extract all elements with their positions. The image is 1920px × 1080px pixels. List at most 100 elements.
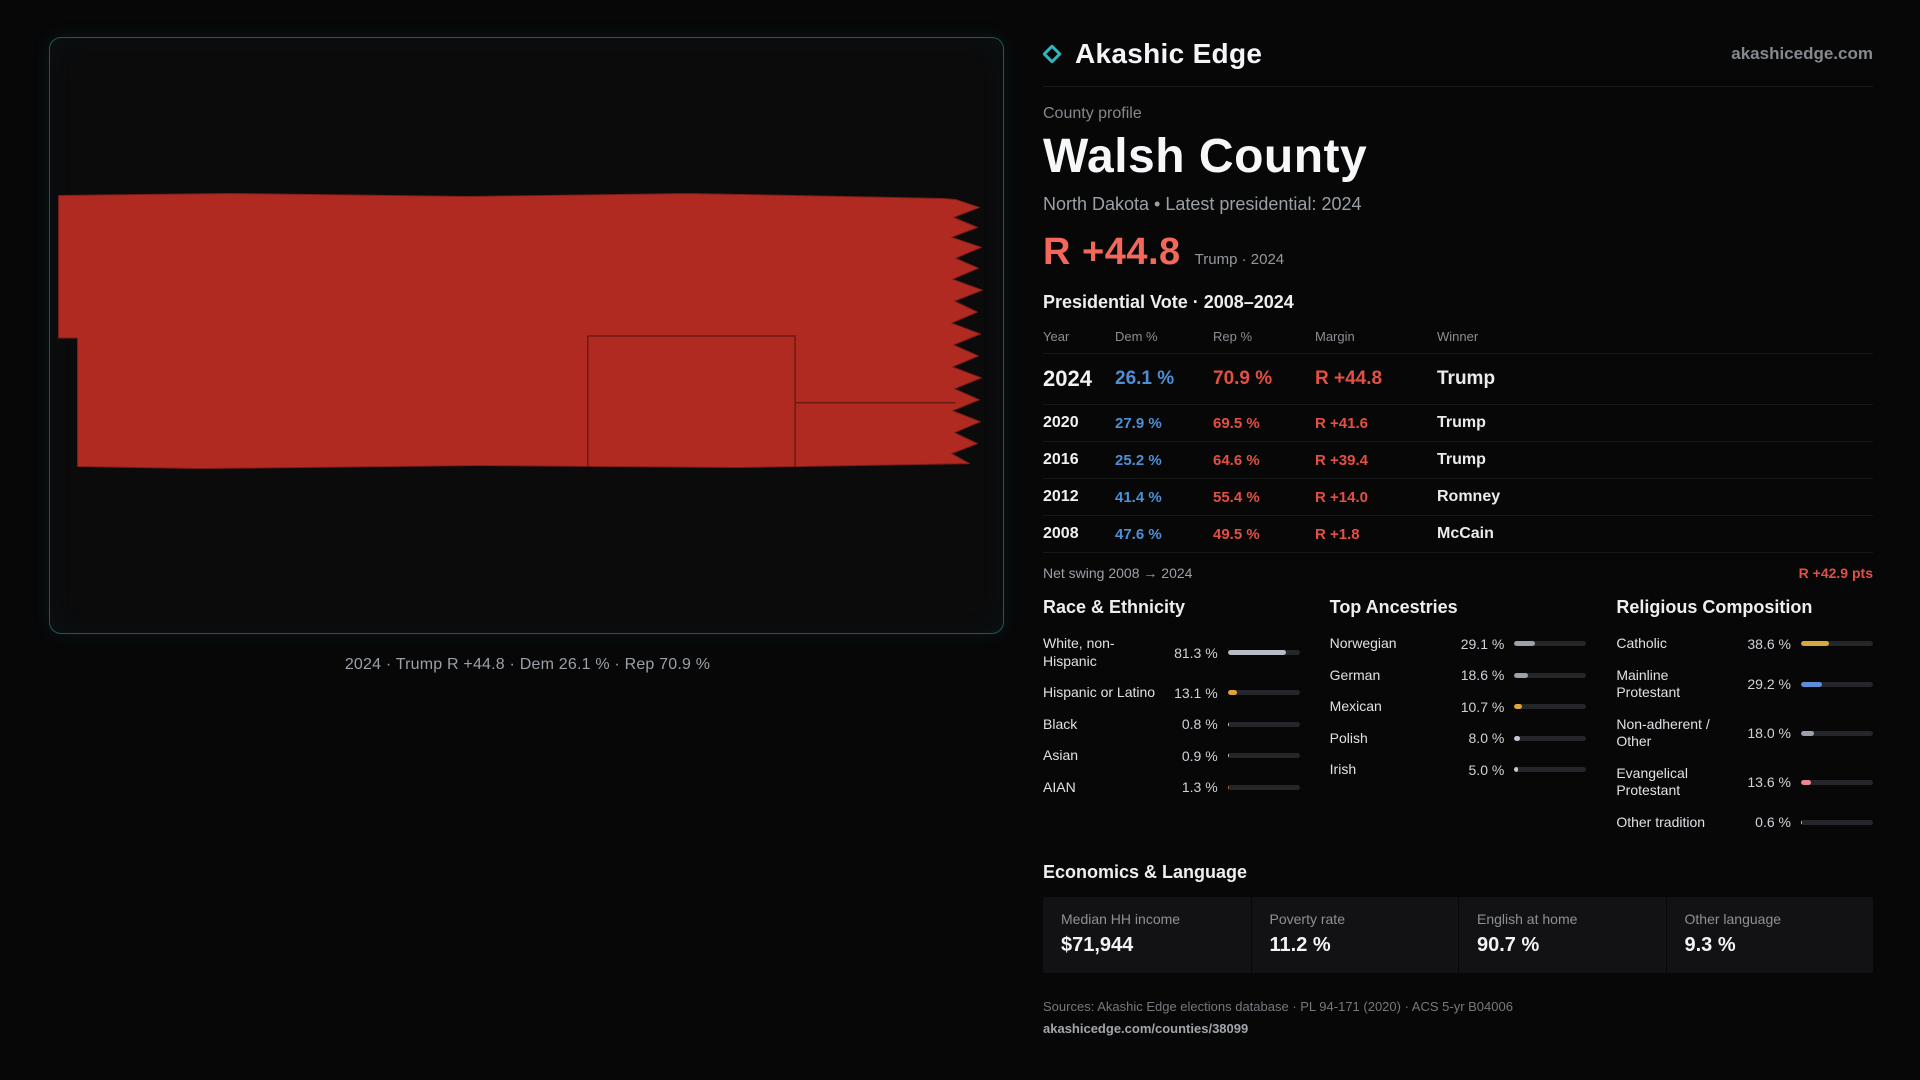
col-header-margin: Margin [1315, 329, 1355, 344]
cell-year: 2008 [1043, 525, 1079, 542]
stat-row: Mainline Protestant 29.2 % [1616, 660, 1873, 709]
headline-margin-block: R +44.8 Trump · 2024 [1043, 231, 1873, 274]
cell-year: 2020 [1043, 414, 1079, 431]
econ-cell: Median HH income $71,944 [1043, 897, 1251, 973]
col-header-winner: Winner [1437, 329, 1479, 344]
cell-margin: R +39.4 [1315, 451, 1368, 469]
table-row: 2016 25.2 % 64.6 % R +39.4 Trump [1043, 441, 1873, 478]
cell-dem: 26.1 % [1115, 368, 1175, 389]
page-title: Walsh County [1043, 130, 1368, 183]
race-column: Race & Ethnicity White, non-Hispanic 81.… [1043, 597, 1300, 838]
footer: Sources: Akashic Edge elections database… [1043, 999, 1873, 1036]
stat-row: Irish 5.0 % [1330, 754, 1587, 786]
footer-sources: Sources: Akashic Edge elections database… [1043, 999, 1513, 1014]
econ-cell: English at home 90.7 % [1458, 897, 1666, 973]
stat-row: Evangelical Protestant 13.6 % [1616, 758, 1873, 807]
stat-bar [1800, 641, 1873, 647]
stat-label: Mexican [1329, 698, 1382, 714]
stat-bar [1227, 690, 1300, 696]
stat-bar [1514, 735, 1587, 741]
vote-table-header: Year Dem % Rep % Margin Winner [1043, 323, 1873, 353]
stat-row: German 18.6 % [1330, 660, 1587, 692]
headline-margin-value: R +44.8 [1043, 231, 1181, 273]
col-header-rep: Rep % [1213, 329, 1253, 344]
stat-bar [1800, 730, 1873, 736]
cell-dem: 27.9 % [1115, 414, 1162, 432]
cell-rep: 49.5 % [1213, 525, 1260, 543]
stat-label: Norwegian [1329, 635, 1397, 651]
stat-bar [1800, 681, 1873, 687]
stat-label: Non-adherent / Other [1616, 715, 1710, 750]
stat-bar [1514, 641, 1587, 647]
stat-value: 38.6 % [1747, 635, 1791, 652]
net-swing-row: Net swing 2008 → 2024 R +42.9 pts [1043, 552, 1873, 581]
map-column: 2024 · Trump R +44.8 · Dem 26.1 % · Rep … [49, 37, 1006, 674]
table-row: 2020 27.9 % 69.5 % R +41.6 Trump [1043, 404, 1873, 441]
map-inner-boundaries [587, 335, 956, 467]
county-map-panel [49, 37, 1004, 634]
stat-label: AIAN [1043, 778, 1076, 795]
stat-value: 13.6 % [1747, 774, 1791, 790]
cell-year: 2024 [1043, 366, 1092, 391]
county-profile-panel: Akashic Edge akashicedge.com County prof… [1042, 38, 1873, 1036]
cell-margin: R +41.6 [1315, 414, 1368, 432]
race-title: Race & Ethnicity [1043, 597, 1186, 617]
stat-bar [1227, 650, 1300, 655]
econ-cell: Poverty rate 11.2 % [1250, 897, 1459, 973]
stat-value: 18.0 % [1747, 725, 1791, 741]
religion-title: Religious Composition [1616, 597, 1813, 617]
econ-label: English at home [1477, 911, 1578, 927]
table-row: 2024 26.1 % 70.9 % R +44.8 Trump [1043, 353, 1873, 404]
ancestries-title: Top Ancestries [1329, 597, 1458, 617]
county-shape[interactable] [58, 192, 983, 470]
cell-winner: Trump [1437, 414, 1486, 431]
stat-bar [1227, 753, 1300, 759]
col-header-dem: Dem % [1115, 329, 1158, 344]
stat-row: Other tradition 0.6 % [1616, 807, 1873, 839]
cell-year: 2012 [1043, 488, 1079, 505]
map-caption: 2024 · Trump R +44.8 · Dem 26.1 % · Rep … [344, 656, 711, 673]
cell-rep: 70.9 % [1213, 368, 1273, 389]
cell-rep: 69.5 % [1213, 414, 1260, 432]
stat-row: Hispanic or Latino 13.1 % [1043, 677, 1300, 709]
table-row: 2012 41.4 % 55.4 % R +14.0 Romney [1043, 478, 1873, 515]
cell-margin: R +14.0 [1315, 488, 1368, 506]
stat-label: Catholic [1616, 635, 1667, 651]
brand-name: Akashic Edge [1075, 38, 1263, 69]
county-map [58, 192, 983, 470]
stat-value: 29.2 % [1747, 676, 1791, 692]
econ-value: 90.7 % [1477, 934, 1540, 956]
stat-row: Catholic 38.6 % [1616, 628, 1873, 660]
stat-label: Evangelical Protestant [1616, 764, 1688, 799]
stat-label: Hispanic or Latino [1043, 684, 1156, 700]
stat-label: Mainline Protestant [1616, 666, 1681, 701]
stat-label: Other tradition [1616, 813, 1706, 830]
demographics-grid: Race & Ethnicity White, non-Hispanic 81.… [1043, 597, 1873, 838]
cell-winner: Trump [1437, 451, 1486, 468]
cell-year: 2016 [1043, 451, 1079, 468]
stat-label: Black [1043, 715, 1078, 732]
religion-column: Religious Composition Catholic 38.6 % Ma… [1616, 597, 1873, 838]
stat-value: 81.3 % [1174, 644, 1218, 661]
cell-margin: R +44.8 [1315, 368, 1383, 389]
stat-row: AIAN 1.3 % [1043, 772, 1300, 804]
cell-winner: Trump [1437, 368, 1496, 389]
stat-label: German [1329, 666, 1381, 683]
net-swing-value: R +42.9 pts [1798, 565, 1873, 581]
stat-value: 0.8 % [1181, 716, 1218, 733]
brand-diamond-icon [1042, 44, 1062, 64]
footer-permalink[interactable]: akashicedge.com/counties/38099 [1043, 1021, 1249, 1036]
cell-dem: 41.4 % [1115, 488, 1162, 506]
econ-value: 9.3 % [1684, 934, 1736, 956]
stat-value: 8.0 % [1468, 730, 1505, 747]
stat-label: Irish [1329, 761, 1357, 777]
stat-value: 0.6 % [1755, 814, 1791, 831]
brand-domain-link[interactable]: akashicedge.com [1731, 44, 1873, 63]
stat-row: Mexican 10.7 % [1330, 691, 1587, 723]
stat-bar [1227, 784, 1300, 790]
vote-table-title: Presidential Vote · 2008–2024 [1043, 292, 1294, 312]
page-subtitle: North Dakota • Latest presidential: 2024 [1043, 194, 1362, 214]
econ-label: Median HH income [1061, 911, 1181, 927]
econ-value: $71,944 [1061, 934, 1134, 956]
stat-bar [1800, 779, 1873, 785]
